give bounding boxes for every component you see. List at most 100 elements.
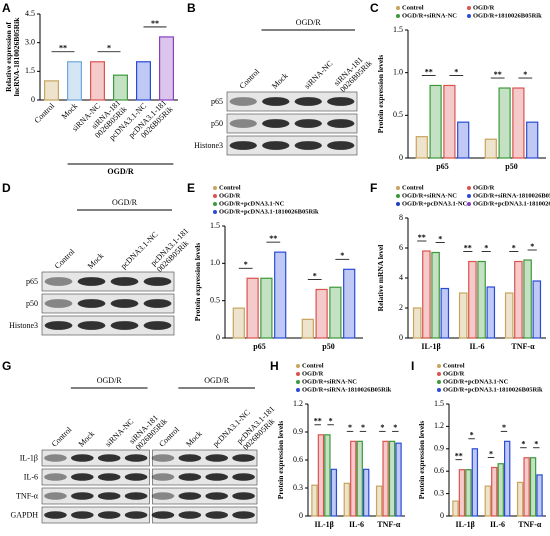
y-tick-label: 0.3 xyxy=(293,483,303,492)
legend-label: OGD/R+pcDNA3.1-NC xyxy=(402,200,468,207)
bar xyxy=(431,251,440,339)
legend-dot xyxy=(396,194,400,198)
blot-strip xyxy=(41,506,150,524)
y-tick-label: 1.5 xyxy=(25,66,35,75)
bar xyxy=(343,268,356,339)
blot-strip xyxy=(41,315,175,336)
legend-dot xyxy=(296,372,300,376)
y-axis-label-line: Protein expression levels xyxy=(193,243,202,322)
panel-letter: D xyxy=(2,181,11,195)
bar xyxy=(324,434,331,517)
sig-label: ** xyxy=(269,234,277,243)
bar xyxy=(484,485,491,517)
blot-band xyxy=(229,119,257,128)
blot-band xyxy=(71,511,94,519)
panel-letter: H xyxy=(270,359,279,373)
bar xyxy=(159,36,175,101)
blot-band xyxy=(77,299,106,308)
y-tick-label: 0.5 xyxy=(210,295,220,304)
legend-dot xyxy=(396,14,400,18)
legend-label: OGD/R+pcDNA3.1-1810026B05Rik xyxy=(219,208,319,215)
y-tick-label: 1.5 xyxy=(393,25,403,34)
blot-band xyxy=(143,321,172,330)
sig-label: ** xyxy=(418,233,426,242)
blot-band xyxy=(229,141,257,150)
blot-band xyxy=(143,277,172,286)
blot-band xyxy=(71,492,94,500)
blot-band xyxy=(77,321,106,330)
blot-band xyxy=(294,97,322,106)
blot-band xyxy=(178,473,202,481)
legend-dot xyxy=(467,186,471,190)
blot-band xyxy=(205,492,228,500)
legend-dot xyxy=(437,364,441,368)
x-tick-label: IL-1β xyxy=(315,520,334,529)
blot-strip xyxy=(152,487,258,505)
legend-dot xyxy=(213,202,217,206)
y-axis-label: Relative expression oflncRNA-1810026B05R… xyxy=(4,17,21,97)
group-label: OGD/R xyxy=(204,376,230,385)
blot-band xyxy=(151,492,175,500)
y-axis-label: Protein expression levels xyxy=(376,55,385,134)
y-tick-label: 0.9 xyxy=(434,444,444,453)
group-label: OGD/R xyxy=(296,18,322,27)
y-axis-label-line: Protein expression levels xyxy=(417,421,426,500)
bar xyxy=(452,500,459,517)
legend-dot xyxy=(213,194,217,198)
blot-band xyxy=(124,473,148,481)
bar xyxy=(484,138,497,159)
sig-label: * xyxy=(393,423,397,432)
legend-dot xyxy=(467,194,471,198)
y-tick-label: 0 xyxy=(399,333,403,342)
x-tick-label: p65 xyxy=(436,162,448,171)
legend-dot xyxy=(296,364,300,368)
blot-band xyxy=(205,473,228,481)
bar xyxy=(440,287,450,339)
bar xyxy=(232,307,245,339)
legend-label: OGD/R+siRNA-1810026B05Rik xyxy=(473,192,550,199)
lane-label: Control xyxy=(53,247,77,271)
bar xyxy=(274,251,287,339)
legend-label: Control xyxy=(302,362,324,369)
blot-strip xyxy=(152,468,258,486)
lane-label: siRNA-NC xyxy=(303,59,335,91)
legend-label: OGD/R xyxy=(302,370,324,377)
y-tick-label: 1.5 xyxy=(434,399,444,408)
blot-band xyxy=(124,454,148,462)
blot-band xyxy=(44,321,73,330)
y-tick-label: 0.6 xyxy=(293,455,303,464)
blot-strip xyxy=(226,91,358,112)
lane-label: siRNA-1810026B05Rik xyxy=(332,52,374,94)
x-tick-label: p65 xyxy=(253,342,265,351)
bar xyxy=(343,482,350,517)
bar xyxy=(429,84,442,159)
blot-band xyxy=(97,492,121,500)
blot-band xyxy=(294,119,322,128)
bar xyxy=(458,292,468,339)
bar xyxy=(458,469,466,517)
sig-label: * xyxy=(340,251,344,260)
y-axis-label-line: lncRNA-1810026B05Rik xyxy=(12,17,21,97)
y-axis-label: Protein expression levels xyxy=(276,421,285,500)
blot-strip xyxy=(152,449,258,467)
legend-dot xyxy=(437,372,441,376)
legend-label: OGD/R+siRNA-NC xyxy=(402,12,457,19)
y-axis-label-line: Relative expression of xyxy=(4,22,13,92)
bar xyxy=(477,260,486,339)
legend-dot xyxy=(467,202,471,206)
y-tick-label: 2 xyxy=(399,303,403,312)
bar xyxy=(375,485,383,517)
blot-band xyxy=(262,141,290,150)
x-tick-label: IL-1β xyxy=(421,342,440,351)
bar xyxy=(491,466,498,517)
bar xyxy=(498,87,511,159)
sig-label: ** xyxy=(151,19,159,28)
y-tick-label: 0.9 xyxy=(293,427,303,436)
blot-strip xyxy=(226,113,358,134)
bar xyxy=(382,440,389,517)
bar xyxy=(443,84,456,159)
blot-strip xyxy=(41,293,175,314)
legend-label: OGD/R+pcDNA3.1-NC xyxy=(443,378,509,385)
